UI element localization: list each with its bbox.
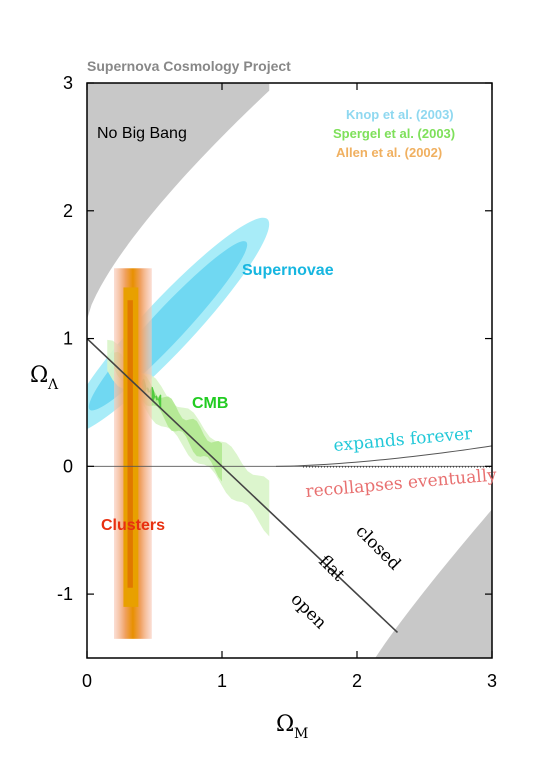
label-no-big-bang: No Big Bang <box>97 125 187 142</box>
legend-knop: Knop et al. (2003) <box>346 107 454 122</box>
y-tick-label: -1 <box>57 584 73 604</box>
y-tick-label: 0 <box>63 456 73 476</box>
x-tick-label: 3 <box>487 671 497 691</box>
recollapse-region <box>375 509 492 658</box>
y-axis-subscript: Λ <box>47 377 59 393</box>
flat-universe-line <box>87 337 399 634</box>
x-tick-label: 2 <box>352 671 362 691</box>
legend-allen: Allen et al. (2002) <box>336 145 442 160</box>
y-tick-label: 2 <box>63 201 73 221</box>
clusters-band-core <box>127 300 133 588</box>
label-clusters: Clusters <box>101 517 165 534</box>
loitering-line <box>275 445 492 467</box>
plot-frame <box>86 82 493 659</box>
no-big-bang-region <box>87 83 270 320</box>
label-supernovae: Supernovae <box>242 262 334 279</box>
y-tick-label: 3 <box>63 73 73 93</box>
label-closed: closed <box>351 521 404 574</box>
x-axis-label: Ω M <box>276 712 308 742</box>
legend-spergel: Spergel et al. (2003) <box>333 126 455 141</box>
label-open: open <box>286 589 330 633</box>
y-axis-label: Ω Λ <box>30 363 59 393</box>
x-tick-label: 1 <box>217 671 227 691</box>
axis-ticks: 0 1 2 3 -1 0 1 2 3 <box>57 73 497 691</box>
x-axis-omega: Ω <box>276 712 294 737</box>
chart-title: Supernova Cosmology Project <box>87 58 291 74</box>
x-tick-label: 0 <box>82 671 92 691</box>
y-axis-omega: Ω <box>30 363 48 388</box>
plot-area <box>87 83 492 658</box>
label-recollapses: recollapses eventually <box>305 465 498 502</box>
label-cmb: CMB <box>192 395 228 412</box>
y-tick-label: 1 <box>63 329 73 349</box>
x-axis-subscript: M <box>294 726 308 742</box>
